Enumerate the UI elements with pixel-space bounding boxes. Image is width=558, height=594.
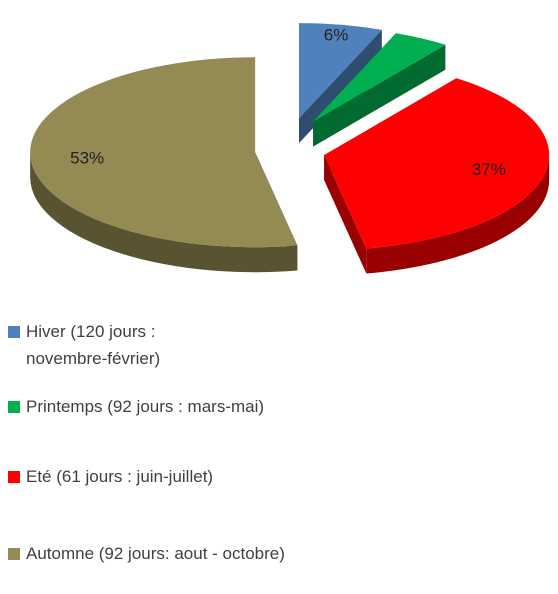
data-label: 37% — [472, 160, 506, 179]
pie-slice — [324, 78, 550, 249]
slice-side — [313, 44, 446, 147]
data-label: 6% — [324, 26, 349, 45]
slice-side — [366, 155, 550, 274]
data-label: 53% — [70, 148, 104, 167]
legend-label: Automne (92 jours: aout - octobre) — [26, 544, 285, 563]
legend-swatch — [8, 401, 20, 413]
pie-slice — [313, 33, 446, 122]
pie-slice — [298, 23, 382, 119]
pie-slice — [30, 57, 298, 248]
legend-item: Eté (61 jours : juin-juillet) — [8, 463, 308, 490]
slice-side — [324, 155, 367, 274]
legend-item: Printemps (92 jours : mars-mai) — [8, 393, 298, 420]
legend-label: Printemps (92 jours : mars-mai) — [26, 397, 265, 416]
chart: 6%4%37%53% — [30, 23, 550, 274]
legend-swatch — [8, 326, 20, 338]
legend-swatch — [8, 548, 20, 560]
legend-item: Automne (92 jours: aout - octobre) — [8, 540, 288, 567]
legend-swatch — [8, 471, 20, 483]
legend-item: Hiver (120 jours : novembre-février) — [8, 318, 208, 372]
slice-side — [30, 152, 298, 273]
legend-label: Hiver (120 jours : novembre-février) — [26, 322, 161, 368]
legend-label: Eté (61 jours : juin-juillet) — [26, 467, 214, 486]
